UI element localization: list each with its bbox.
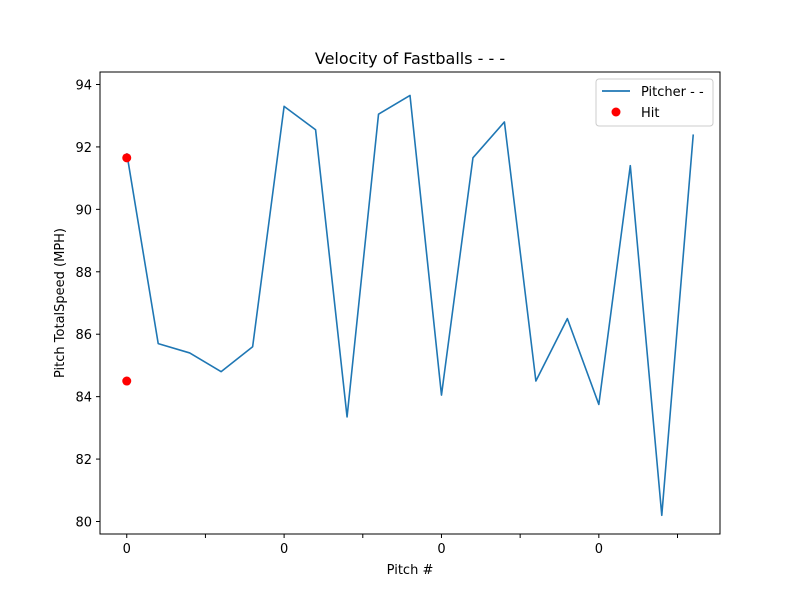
series-line-pitcher bbox=[125, 94, 695, 517]
x-axis-label: Pitch # bbox=[387, 563, 434, 578]
legend: Pitcher - - Hit bbox=[595, 78, 714, 127]
y-axis-label: Pitch TotalSpeed (MPH) bbox=[53, 228, 68, 378]
x-tick-label: 0 bbox=[280, 542, 288, 557]
legend-label: Pitcher - - bbox=[641, 85, 704, 100]
y-tick-label: 88 bbox=[75, 266, 92, 281]
hit-point bbox=[122, 153, 132, 163]
chart-title: Velocity of Fastballs - - - bbox=[315, 49, 505, 68]
x-tick-label: 0 bbox=[123, 542, 131, 557]
y-tick-label: 92 bbox=[75, 141, 92, 156]
y-tick-label: 84 bbox=[75, 391, 92, 406]
x-tick-label: 0 bbox=[437, 542, 445, 557]
y-tick-label: 94 bbox=[75, 78, 92, 93]
y-tick-label: 86 bbox=[75, 328, 92, 343]
x-tick-label: 0 bbox=[595, 542, 603, 557]
y-tick-label: 90 bbox=[75, 203, 92, 218]
y-tick-label: 82 bbox=[75, 453, 92, 468]
plot-area bbox=[122, 94, 695, 517]
y-tick-label: 80 bbox=[75, 516, 92, 531]
legend-swatch-marker bbox=[611, 107, 621, 117]
plot-frame bbox=[99, 71, 721, 535]
legend-label: Hit bbox=[641, 106, 659, 121]
hit-point bbox=[122, 376, 132, 386]
